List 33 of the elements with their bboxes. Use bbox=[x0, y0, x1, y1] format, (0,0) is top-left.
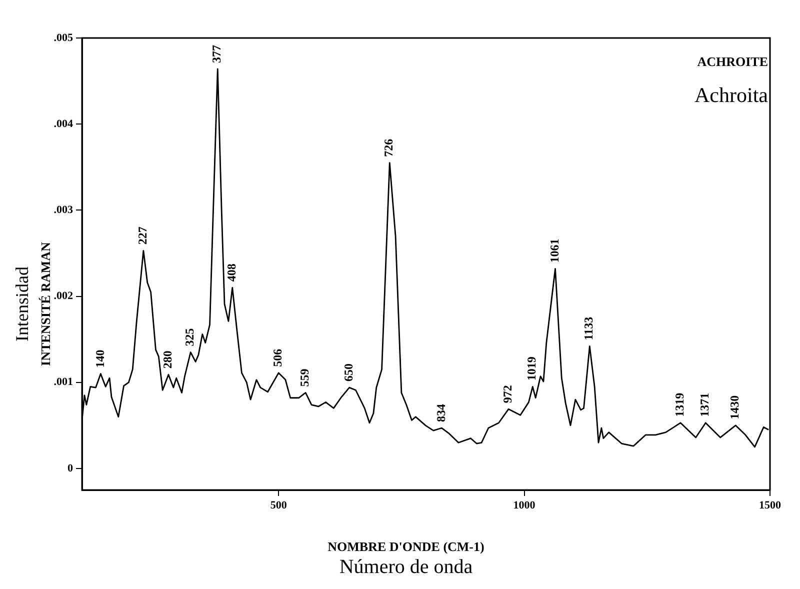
text: Achroita bbox=[694, 83, 769, 107]
annotation: 408 bbox=[224, 264, 238, 282]
annotation: 1133 bbox=[582, 316, 596, 340]
annotation: 1371 bbox=[698, 392, 712, 417]
text: Número de onda bbox=[339, 556, 473, 578]
annotation: 1061 bbox=[547, 238, 562, 263]
annotation: 227 bbox=[136, 226, 150, 245]
x-tick-label: 500 bbox=[270, 499, 288, 512]
x-tick-label: 1500 bbox=[759, 499, 782, 512]
x-axis-title: NOMBRE D'ONDE (CM-1) bbox=[328, 539, 484, 554]
annotation: 834 bbox=[434, 404, 448, 422]
text: Intensidad bbox=[12, 266, 32, 342]
annotation: 1430 bbox=[728, 395, 742, 420]
y-tick-label: .001 bbox=[54, 376, 73, 388]
annotation: 726 bbox=[382, 138, 396, 157]
annotation: 377 bbox=[210, 44, 224, 63]
y-axis-title: INTENSITÉ RAMAN bbox=[38, 241, 53, 366]
annotation: 972 bbox=[500, 385, 515, 404]
annotation: 1019 bbox=[524, 356, 539, 381]
annotation: 280 bbox=[160, 350, 175, 369]
y-tick-label: .005 bbox=[54, 32, 74, 44]
annotation: 140 bbox=[92, 350, 107, 368]
y-tick-label: 0 bbox=[68, 462, 74, 474]
annotation: 506 bbox=[270, 348, 285, 367]
x-tick-label: 1000 bbox=[513, 499, 536, 512]
y-tick-label: .004 bbox=[54, 118, 74, 130]
y-tick-label: .002 bbox=[54, 290, 74, 302]
text: ACHROITE bbox=[697, 54, 768, 69]
annotation: 1319 bbox=[672, 392, 687, 417]
y-tick-label: .003 bbox=[54, 204, 74, 216]
annotation: 650 bbox=[341, 364, 356, 382]
annotation: 325 bbox=[182, 328, 197, 346]
annotation: 559 bbox=[298, 368, 312, 387]
